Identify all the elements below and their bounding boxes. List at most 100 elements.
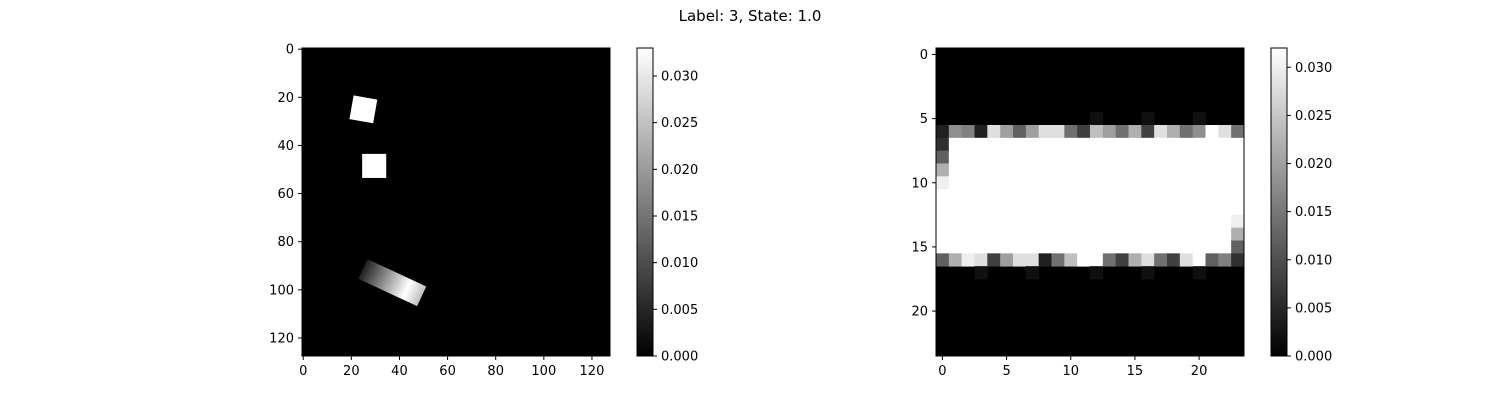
heatmap-cell [1013, 189, 1027, 203]
heatmap-cell [1218, 189, 1232, 203]
heatmap-cell [987, 150, 1001, 164]
heatmap-cell [1038, 163, 1052, 177]
heatmap-cell [1192, 125, 1206, 139]
heatmap-cell [1051, 253, 1065, 267]
heatmap-cell [1128, 176, 1142, 190]
heatmap-cell [1231, 202, 1245, 216]
heatmap-cell [1218, 137, 1232, 152]
heatmap-cell [1115, 227, 1129, 241]
colorbar-tick-label: 0.010 [1295, 253, 1332, 268]
heatmap-cell [1038, 125, 1052, 139]
heatmap-cell [1077, 214, 1091, 229]
heatmap-cell [948, 227, 963, 241]
heatmap-cell [1077, 137, 1091, 152]
heatmap-background [302, 48, 610, 356]
heatmap-cell [1205, 176, 1219, 190]
heatmap-cell [1231, 253, 1245, 267]
heatmap-cell [1077, 176, 1091, 190]
heatmap-cell [1025, 227, 1040, 241]
heatmap-cell [961, 137, 975, 152]
colorbar-frame [1270, 47, 1288, 357]
heatmap-cell [961, 214, 975, 229]
colorbar-tick-label: 0.030 [1295, 61, 1332, 76]
heatmap-cell [1090, 150, 1104, 164]
heatmap-cell [948, 176, 963, 190]
heatmap-cell [1179, 150, 1194, 164]
heatmap-cell [1077, 125, 1091, 139]
heatmap-cell [1025, 202, 1040, 216]
heatmap-cell [1077, 150, 1091, 164]
heatmap-cell [1000, 189, 1014, 203]
heatmap-cell [1064, 125, 1078, 139]
heatmap-cell [1102, 253, 1117, 267]
heatmap-cell [1025, 176, 1040, 190]
heatmap-cell [1205, 214, 1219, 229]
heatmap-cell [1154, 253, 1168, 267]
heatmap-cell [1000, 214, 1014, 229]
heatmap-cell [1051, 202, 1065, 216]
heatmap-cell [1128, 240, 1142, 254]
heatmap-cell [936, 176, 950, 190]
heatmap-cell [936, 137, 950, 152]
colorbar-tick-label: 0.000 [1295, 350, 1332, 365]
heatmap-cell [1192, 202, 1206, 216]
heatmap-cell [987, 202, 1001, 216]
heatmap-cell [1218, 176, 1232, 190]
heatmap-cell [1038, 176, 1052, 190]
heatmap-cell [1051, 176, 1065, 190]
heatmap-cell [987, 253, 1001, 267]
heatmap-cell [1179, 227, 1194, 241]
colorbar-tick-label: 0.005 [661, 303, 698, 318]
heatmap-cell [1115, 189, 1129, 203]
heatmap-cell [1179, 202, 1194, 216]
heatmap-cell [1141, 163, 1155, 177]
heatmap-cell [936, 240, 950, 254]
heatmap-cell [1128, 137, 1142, 152]
heatmap-cell [1141, 189, 1155, 203]
y-tick-label: 80 [277, 235, 294, 250]
heatmap-cell [1025, 137, 1040, 152]
heatmap-cell [1128, 189, 1142, 203]
heatmap-cell [1231, 137, 1245, 152]
heatmap-cell [1102, 176, 1117, 190]
heatmap-cell [1115, 202, 1129, 216]
heatmap-cell [1115, 176, 1129, 190]
x-tick-label: 5 [1002, 364, 1010, 379]
heatmap-cell [1141, 227, 1155, 241]
heatmap-cell [1167, 163, 1181, 177]
heatmap-cell [1218, 125, 1232, 139]
heatmap-cell [1141, 240, 1155, 254]
heatmap-cell [936, 227, 950, 241]
colorbar-tick-label: 0.005 [1295, 301, 1332, 316]
heatmap-cell [974, 150, 988, 164]
heatmap-cell [948, 150, 963, 164]
heatmap-cell [987, 227, 1001, 241]
heatmap-cell [1025, 125, 1040, 139]
colorbar-gradient [637, 48, 653, 356]
heatmap-cell [1000, 176, 1014, 190]
heatmap-cell [1218, 163, 1232, 177]
heatmap-cell [1102, 189, 1117, 203]
heatmap-cell [1154, 214, 1168, 229]
heatmap-cell [1167, 202, 1181, 216]
heatmap-cell [1115, 214, 1129, 229]
colorbar-tick-label: 0.025 [1295, 109, 1332, 124]
x-tick-label: 120 [580, 364, 605, 379]
heatmap-cell [974, 137, 988, 152]
y-tick-label: 40 [277, 139, 294, 154]
heatmap-cell [1128, 125, 1142, 139]
x-tick-label: 0 [938, 364, 946, 379]
heatmap-cell [1192, 214, 1206, 229]
heatmap-cell [936, 150, 950, 164]
heatmap-cell [1205, 202, 1219, 216]
colorbar-tick-label: 0.015 [1295, 205, 1332, 220]
heatmap-cell [1154, 150, 1168, 164]
heatmap-cell [1102, 227, 1117, 241]
heatmap-cell [1231, 125, 1245, 139]
colorbar-frame [636, 47, 654, 357]
heatmap-cell [1205, 137, 1219, 152]
heatmap-cell [1154, 176, 1168, 190]
heatmap-cell [1025, 214, 1040, 229]
heatmap-cell [1192, 189, 1206, 203]
heatmap-cell [1205, 189, 1219, 203]
